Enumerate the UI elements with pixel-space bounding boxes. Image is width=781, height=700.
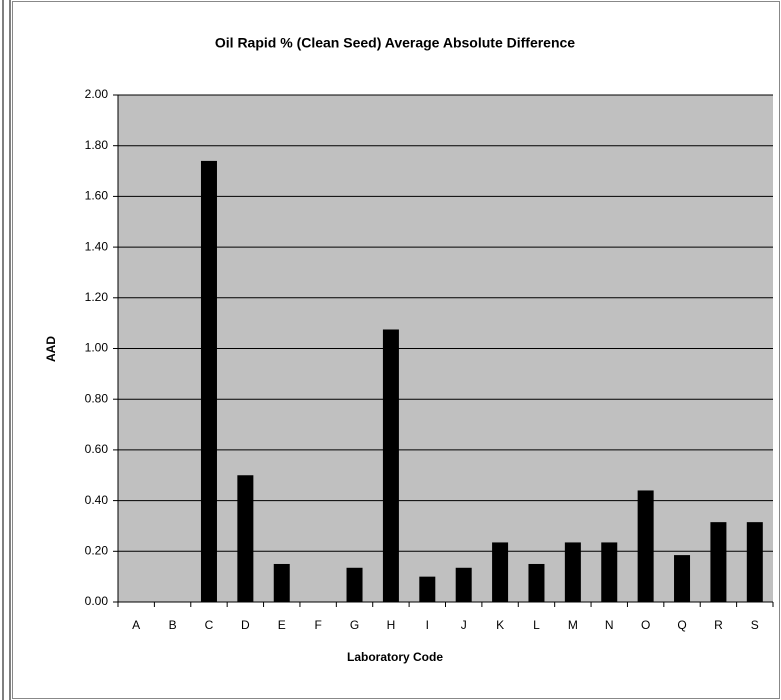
x-tick-label: G	[350, 618, 359, 632]
y-tick-label: 0.60	[85, 442, 109, 456]
y-tick-label: 2.00	[85, 87, 109, 101]
x-tick-label: L	[533, 618, 540, 632]
y-tick-label: 1.20	[85, 290, 109, 304]
bar	[237, 475, 254, 602]
bar	[382, 329, 399, 602]
y-tick-label: 0.00	[85, 594, 109, 608]
y-tick-label: 0.40	[85, 493, 109, 507]
y-tick-label: 1.80	[85, 138, 109, 152]
bar	[564, 542, 581, 602]
bar	[746, 522, 763, 602]
y-tick-label: 1.60	[85, 189, 109, 203]
bar	[346, 567, 363, 602]
x-tick-label: D	[241, 618, 250, 632]
x-tick-label: C	[205, 618, 214, 632]
x-axis-title: Laboratory Code	[347, 650, 443, 664]
bar	[710, 522, 727, 602]
x-tick-label: I	[426, 618, 429, 632]
x-tick-label: H	[387, 618, 396, 632]
x-tick-label: B	[169, 618, 177, 632]
x-tick-label: S	[751, 618, 759, 632]
x-tick-label: A	[132, 618, 140, 632]
y-tick-label: 1.00	[85, 341, 109, 355]
x-tick-label: K	[496, 618, 504, 632]
bar	[674, 555, 691, 602]
bar	[492, 542, 509, 602]
x-tick-label: Q	[677, 618, 686, 632]
chart-title: Oil Rapid % (Clean Seed) Average Absolut…	[215, 35, 575, 51]
bar	[637, 490, 654, 602]
bar	[419, 576, 436, 602]
x-tick-label: J	[461, 618, 467, 632]
y-tick-label: 1.40	[85, 239, 109, 253]
bar	[528, 563, 545, 602]
x-tick-label: N	[605, 618, 614, 632]
x-tick-label: O	[641, 618, 650, 632]
x-tick-label: F	[314, 618, 321, 632]
bar	[200, 160, 217, 602]
x-tick-label: M	[568, 618, 578, 632]
x-tick-label: E	[278, 618, 286, 632]
x-tick-label: R	[714, 618, 723, 632]
bar	[455, 567, 472, 602]
y-tick-label: 0.20	[85, 543, 109, 557]
bar	[273, 563, 290, 602]
y-tick-label: 0.80	[85, 391, 109, 405]
bar	[601, 542, 618, 602]
y-axis-title: AAD	[44, 336, 58, 362]
